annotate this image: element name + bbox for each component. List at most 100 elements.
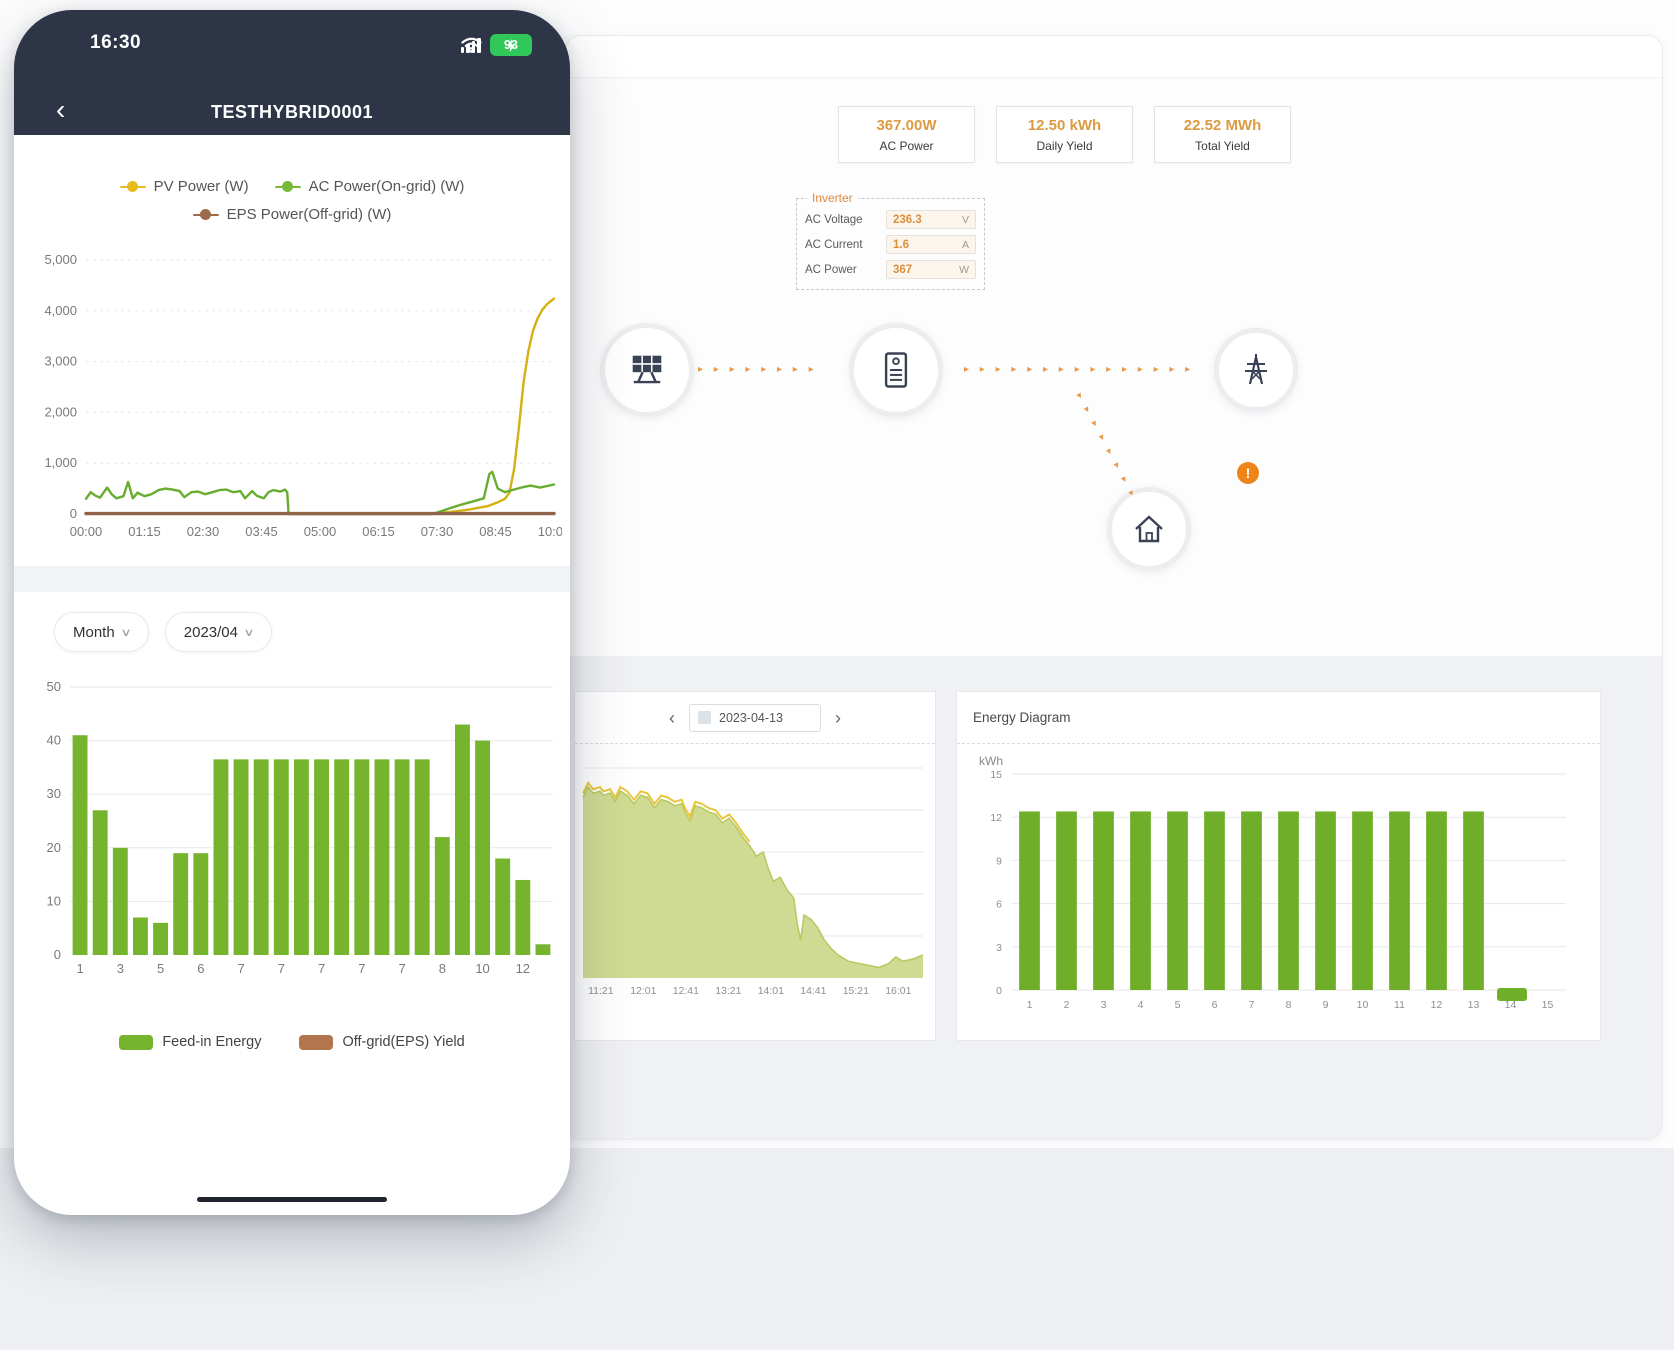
svg-text:7: 7 [318,961,325,976]
svg-text:3: 3 [117,961,124,976]
bar-chart-legend: Feed-in Energy Off-grid(EPS) Yield [14,1034,570,1050]
svg-text:7: 7 [1249,999,1255,1011]
period-dropdown[interactable]: Month ∨ [54,612,149,652]
svg-text:3: 3 [1101,999,1107,1011]
flow-arrows-inverter-to-grid: ▸ ▸ ▸ ▸ ▸ ▸ ▸ ▸ ▸ ▸ ▸ ▸ ▸ ▸ ▸ ▸ ▸ ▸ [964,364,1192,375]
back-button[interactable]: ‹ [56,94,66,125]
battery-icon: 93 [490,34,532,56]
svg-text:7: 7 [278,961,285,976]
svg-text:12:41: 12:41 [673,985,699,997]
energy-legend-swatch [1497,988,1527,1001]
flow-node-home[interactable] [1107,487,1191,571]
legend-item-eps-power[interactable]: EPS Power(Off-grid) (W) [192,206,391,223]
svg-text:3,000: 3,000 [44,354,77,369]
phone-mockup: 16:30 93 ‹ TESTHYBRI [14,10,570,1215]
flow-node-grid[interactable] [1214,328,1298,412]
legend-marker-green [274,181,301,192]
energy-card-title: Energy Diagram [973,710,1071,725]
power-line-chart: 0 1,000 2,000 3,000 4,000 5,000 00:00 01:15 02:3… [44,252,562,539]
svg-text:10: 10 [475,961,489,976]
legend-item-pv-power[interactable]: PV Power (W) [119,178,249,195]
svg-text:5,000: 5,000 [44,252,77,267]
svg-text:7: 7 [237,961,244,976]
svg-text:1: 1 [76,961,83,976]
status-time: 16:30 [90,32,142,53]
legend-item-feed-in[interactable]: Feed-in Energy [119,1034,261,1050]
svg-text:13: 13 [1468,999,1480,1011]
legend-swatch-green [119,1034,154,1050]
inverter-value-box: 367 W [886,260,976,279]
web-dashboard-window: 367.00W AC Power 12.50 kWh Daily Yield 2… [565,35,1663,1140]
flow-arrows-solar-to-inverter: ▸ ▸ ▸ ▸ ▸ ▸ ▸ ▸ ▸ ▸ [698,364,824,375]
home-icon [1135,515,1163,543]
svg-text:15:21: 15:21 [843,985,869,997]
svg-text:16:01: 16:01 [885,985,911,997]
svg-text:9: 9 [1323,999,1329,1011]
stat-value: 22.52 MWh [1183,116,1262,134]
device-title: TESTHYBRID0001 [210,102,374,122]
svg-text:03:45: 03:45 [245,524,278,539]
inverter-value-box: 236.3 V [886,210,976,229]
svg-text:15: 15 [1542,999,1554,1011]
svg-text:7: 7 [358,961,365,976]
phone-header: 16:30 93 ‹ TESTHYBRI [14,10,570,135]
legend-item-off-grid[interactable]: Off-grid(EPS) Yield [299,1034,465,1050]
svg-text:8: 8 [439,961,446,976]
inverter-row-current: AC Current 1.6 A [805,232,976,257]
svg-text:10:00: 10:00 [538,524,562,539]
flow-node-solar[interactable] [600,323,694,417]
inverter-info-box: Inverter AC Voltage 236.3 V AC Current 1… [796,191,985,290]
svg-text:8: 8 [1286,999,1292,1011]
svg-text:4: 4 [1138,999,1144,1011]
svg-text:11:21: 11:21 [588,985,614,997]
stat-label: Total Yield [1195,138,1250,153]
grid-tower-icon [1245,354,1267,385]
svg-text:9: 9 [996,855,1002,867]
date-nav-header: ‹ 2023-04-13 › [575,692,935,744]
svg-text:20: 20 [47,840,61,855]
solar-panel-icon [632,355,662,384]
svg-text:1,000: 1,000 [44,455,77,470]
month-dropdown[interactable]: 2023/04 ∨ [164,612,273,652]
svg-text:5: 5 [1175,999,1181,1011]
date-next-button[interactable]: › [835,707,841,728]
svg-text:0: 0 [70,506,77,521]
svg-text:6: 6 [1212,999,1218,1011]
date-picker-input[interactable]: 2023-04-13 [689,703,821,732]
svg-text:1: 1 [1027,999,1033,1011]
svg-text:07:30: 07:30 [421,524,454,539]
svg-text:15: 15 [990,769,1002,781]
svg-text:01:15: 01:15 [128,524,161,539]
svg-text:12: 12 [990,812,1002,824]
monthly-yield-bar-chart: 0 10 20 30 40 50 1 3 5 6 7 7 7 7 7 8 10 12 [47,679,553,976]
svg-text:00:00: 00:00 [70,524,103,539]
home-indicator [197,1197,387,1202]
stat-value: 367.00W [876,116,937,134]
chevron-down-icon: ∨ [120,626,132,639]
svg-text:0: 0 [996,985,1002,997]
stat-label: AC Power [879,138,934,153]
dashboard-lower-band: ‹ 2023-04-13 › 11:21 12:01 12:41 13:21 14:01… [566,656,1662,1139]
svg-text:06:15: 06:15 [362,524,395,539]
svg-text:30: 30 [47,786,61,801]
energy-card-header: Energy Diagram [957,692,1600,744]
date-prev-button[interactable]: ‹ [669,707,675,728]
calendar-icon [698,711,711,724]
flow-node-inverter[interactable] [849,323,943,417]
line-chart-legend: PV Power (W) AC Power(On-grid) (W) EPS P… [14,178,570,223]
svg-text:50: 50 [47,679,61,694]
svg-text:11: 11 [1394,999,1405,1011]
inverter-row-power: AC Power 367 W [805,257,976,282]
date-value: 2023-04-13 [719,710,783,725]
legend-marker-yellow [119,181,146,192]
svg-text:10: 10 [1357,999,1369,1011]
section-divider [14,566,570,592]
legend-item-ac-power[interactable]: AC Power(On-grid) (W) [274,178,464,195]
warning-icon[interactable]: ! [1237,462,1259,484]
svg-text:02:30: 02:30 [187,524,220,539]
dashboard-topbar [566,36,1662,78]
stat-card-daily-yield: 12.50 kWh Daily Yield [996,106,1133,163]
svg-text:5: 5 [157,961,164,976]
